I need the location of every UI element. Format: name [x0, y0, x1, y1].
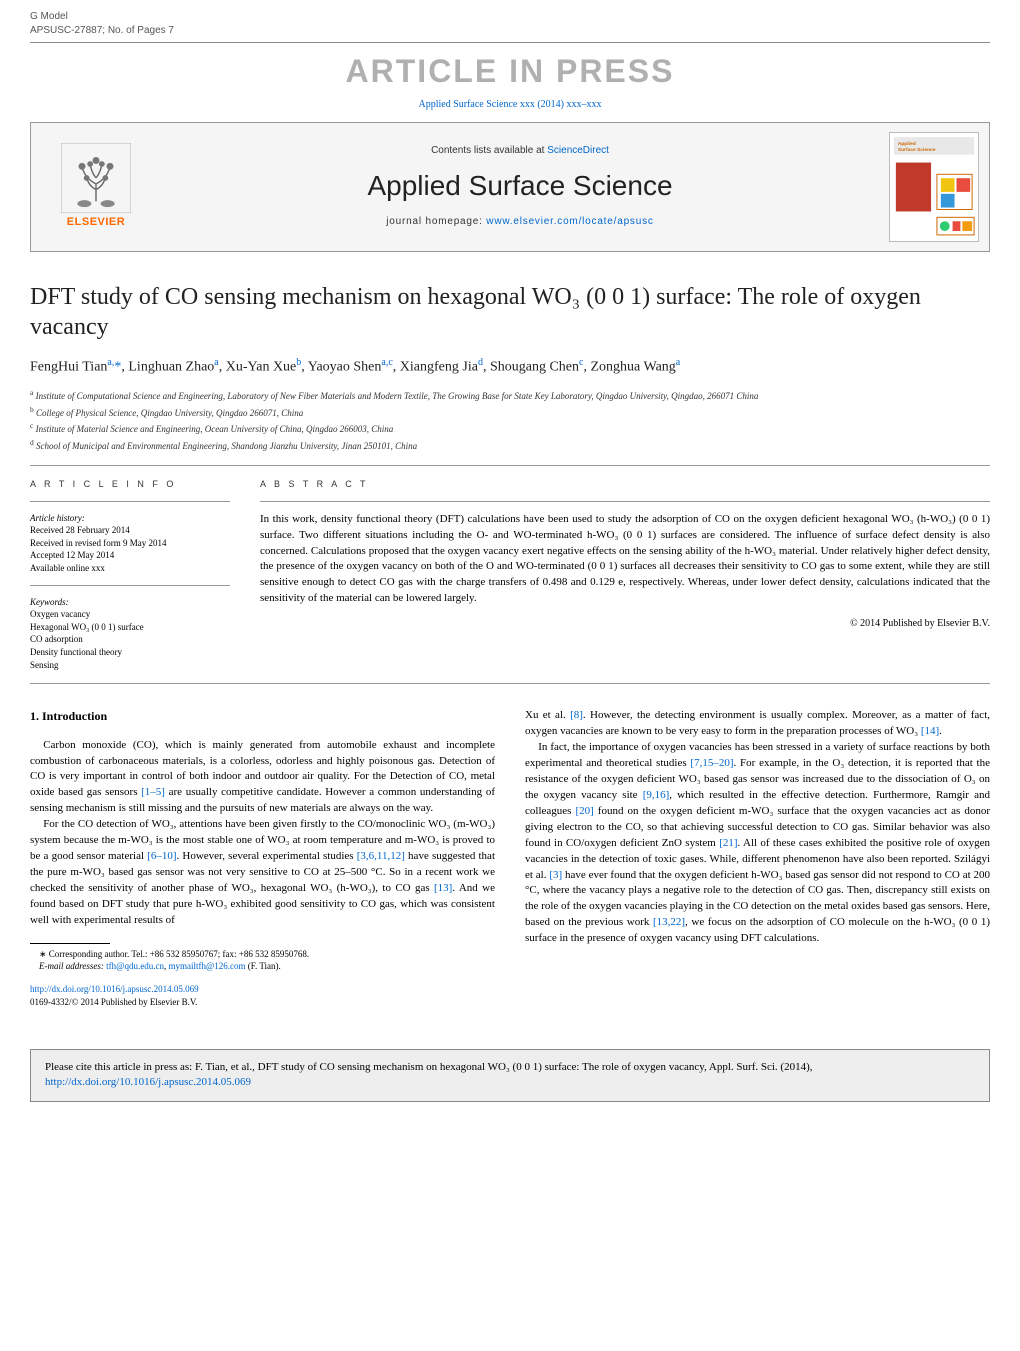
history-list: Received 28 February 2014 Received in re… — [30, 524, 230, 574]
body-paragraph: Xu et al. [8]. However, the detecting en… — [525, 708, 990, 740]
corresponding-author-footnote: ∗ Corresponding author. Tel.: +86 532 85… — [30, 948, 495, 973]
elsevier-tree-icon — [61, 143, 131, 213]
affiliation-list: a Institute of Computational Science and… — [30, 387, 990, 453]
g-model-label: G Model — [30, 10, 174, 24]
keyword-item: Hexagonal WO₃ (0 0 1) surface — [30, 621, 230, 634]
elsevier-wordmark: ELSEVIER — [67, 215, 125, 230]
email-link[interactable]: mymailtfh@126.com — [168, 961, 245, 971]
divider — [30, 683, 990, 684]
running-header: G Model APSUSC-27887; No. of Pages 7 — [0, 0, 1020, 38]
issn-copyright: 0169-4332/© 2014 Published by Elsevier B… — [30, 997, 197, 1007]
keywords-label: Keywords: — [30, 596, 230, 609]
cite-this-article-box: Please cite this article in press as: F.… — [30, 1049, 990, 1102]
email-link[interactable]: tfh@qdu.edu.cn — [106, 961, 164, 971]
body-paragraph: In fact, the importance of oxygen vacanc… — [525, 740, 990, 947]
divider — [30, 585, 230, 586]
copyright-line: © 2014 Published by Elsevier B.V. — [260, 617, 990, 631]
journal-banner: ELSEVIER Contents lists available at Sci… — [30, 122, 990, 252]
divider — [260, 501, 990, 502]
doi-block: http://dx.doi.org/10.1016/j.apsusc.2014.… — [30, 983, 495, 1009]
body-paragraph: For the CO detection of WO₃, attentions … — [30, 817, 495, 929]
journal-title: Applied Surface Science — [161, 166, 879, 205]
sciencedirect-link[interactable]: ScienceDirect — [547, 145, 609, 156]
footnote-rule — [30, 943, 110, 944]
journal-ref-link[interactable]: Applied Surface Science xxx (2014) xxx–x… — [418, 99, 601, 110]
affiliation-item: c Institute of Material Science and Engi… — [30, 420, 990, 437]
left-column: 1. Introduction Carbon monoxide (CO), wh… — [30, 708, 495, 1009]
intro-heading: 1. Introduction — [30, 708, 495, 725]
svg-text:Applied: Applied — [898, 141, 916, 147]
svg-text:Surface Science: Surface Science — [898, 147, 936, 153]
history-label: Article history: — [30, 512, 230, 525]
history-item: Received 28 February 2014 — [30, 524, 230, 537]
keyword-item: Density functional theory — [30, 646, 230, 659]
publisher-logo-cell: ELSEVIER — [31, 143, 161, 230]
article-title: DFT study of CO sensing mechanism on hex… — [30, 282, 990, 342]
doc-id: APSUSC-27887; No. of Pages 7 — [30, 24, 174, 38]
divider — [30, 465, 990, 466]
keyword-item: Oxygen vacancy — [30, 608, 230, 621]
divider — [30, 501, 230, 502]
journal-cover-thumbnail: Applied Surface Science — [889, 132, 979, 242]
contents-available-line: Contents lists available at ScienceDirec… — [161, 144, 879, 158]
citebox-doi-link[interactable]: http://dx.doi.org/10.1016/j.apsusc.2014.… — [45, 1076, 251, 1088]
author-list: FengHui Tiana,*, Linghuan Zhaoa, Xu-Yan … — [30, 356, 990, 377]
journal-homepage-line: journal homepage: www.elsevier.com/locat… — [161, 215, 879, 229]
journal-ref-line: Applied Surface Science xxx (2014) xxx–x… — [0, 96, 1020, 122]
history-item: Received in revised form 9 May 2014 — [30, 537, 230, 550]
history-item: Available online xxx — [30, 562, 230, 575]
article-in-press-banner: ARTICLE IN PRESS — [0, 43, 1020, 96]
article-info-heading: A R T I C L E I N F O — [30, 478, 230, 491]
affiliation-item: d School of Municipal and Environmental … — [30, 437, 990, 454]
body-paragraph: Carbon monoxide (CO), which is mainly ge… — [30, 738, 495, 818]
keyword-item: CO adsorption — [30, 633, 230, 646]
doi-link[interactable]: http://dx.doi.org/10.1016/j.apsusc.2014.… — [30, 984, 199, 994]
keyword-item: Sensing — [30, 659, 230, 672]
abstract-heading: A B S T R A C T — [260, 478, 990, 491]
right-column: Xu et al. [8]. However, the detecting en… — [525, 708, 990, 1009]
affiliation-item: a Institute of Computational Science and… — [30, 387, 990, 404]
abstract-text: In this work, density functional theory … — [260, 512, 990, 608]
journal-homepage-link[interactable]: www.elsevier.com/locate/apsusc — [486, 216, 653, 227]
history-item: Accepted 12 May 2014 — [30, 549, 230, 562]
affiliation-item: b College of Physical Science, Qingdao U… — [30, 404, 990, 421]
keywords-list: Oxygen vacancy Hexagonal WO₃ (0 0 1) sur… — [30, 608, 230, 671]
body-text-columns: 1. Introduction Carbon monoxide (CO), wh… — [30, 708, 990, 1009]
